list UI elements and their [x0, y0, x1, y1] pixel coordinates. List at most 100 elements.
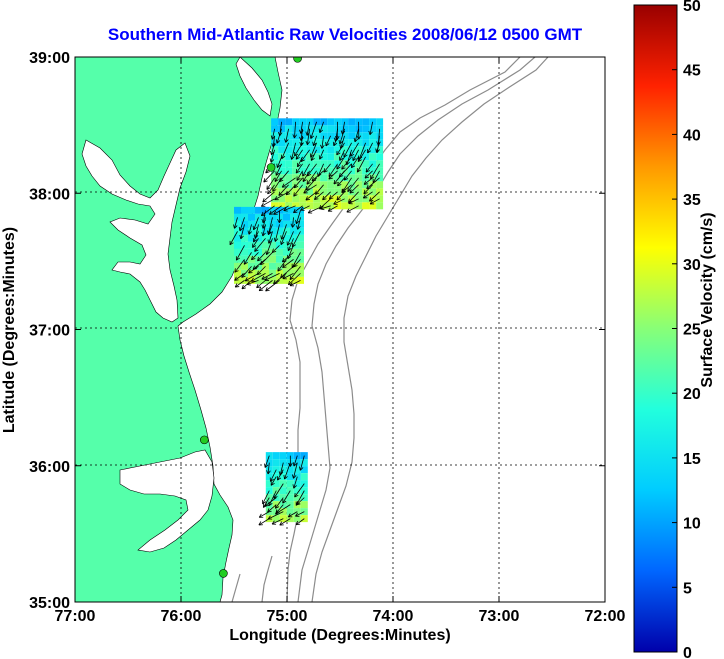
- velocity-arrow-head: [293, 485, 297, 489]
- velocity-arrow-head: [358, 159, 362, 162]
- velocity-arrow: [293, 455, 298, 467]
- velocity-arrow: [262, 210, 266, 223]
- velocity-arrow: [306, 121, 310, 136]
- velocity-arrow-head: [261, 232, 264, 237]
- colorbar-tick-label: 50: [683, 0, 701, 15]
- velocity-arrow-head: [280, 235, 282, 240]
- velocity-cell: [334, 153, 342, 161]
- velocity-arrow: [322, 191, 331, 201]
- velocity-arrow-head: [309, 134, 312, 139]
- velocity-arrow: [306, 170, 317, 185]
- velocity-arrow: [307, 205, 324, 214]
- velocity-arrow-head: [312, 141, 314, 146]
- velocity-arrow-head: [363, 192, 368, 195]
- velocity-arrow-head: [277, 164, 281, 168]
- velocity-cell: [265, 480, 273, 488]
- x-tick-label: 73:00: [479, 608, 520, 625]
- velocity-cell: [292, 146, 300, 154]
- velocity-cell: [276, 248, 283, 256]
- velocity-arrow: [258, 280, 273, 292]
- velocity-arrow-head: [306, 182, 311, 185]
- velocity-arrow: [279, 170, 289, 183]
- velocity-cell: [286, 494, 294, 502]
- velocity-arrow-head: [305, 140, 308, 145]
- velocity-arrow-head: [357, 169, 361, 173]
- station-marker: [293, 57, 302, 63]
- velocity-arrow-head: [283, 475, 285, 480]
- velocity-cell: [278, 181, 286, 189]
- velocity-arrow: [274, 191, 289, 201]
- velocity-arrow: [292, 231, 301, 248]
- velocity-arrow-head: [333, 200, 337, 205]
- velocity-arrow-head: [267, 239, 270, 244]
- velocity-cell: [376, 181, 384, 189]
- velocity-arrow: [354, 128, 359, 142]
- velocity-cell: [362, 195, 370, 203]
- velocity-cell: [299, 195, 307, 203]
- velocity-arrow: [248, 224, 252, 235]
- velocity-arrow-head: [258, 286, 262, 291]
- velocity-arrow: [357, 156, 366, 173]
- velocity-arrow-head: [278, 219, 282, 223]
- velocity-cell: [262, 241, 269, 249]
- velocity-cell: [265, 473, 273, 481]
- velocity-arrow-head: [251, 258, 256, 261]
- velocity-arrow-head: [317, 173, 322, 177]
- velocity-arrow: [267, 504, 277, 513]
- velocity-cell: [234, 241, 241, 249]
- velocity-arrow: [293, 259, 301, 268]
- velocity-arrow-head: [333, 182, 338, 185]
- velocity-arrow: [369, 121, 373, 135]
- velocity-cell: [327, 118, 335, 126]
- velocity-arrow: [328, 170, 338, 180]
- velocity-arrow-head: [346, 161, 350, 166]
- velocity-arrow: [270, 149, 275, 163]
- velocity-arrow-head: [365, 170, 370, 173]
- velocity-arrow-head: [356, 135, 360, 140]
- velocity-arrow-head: [239, 234, 242, 239]
- velocity-arrow-head: [319, 156, 324, 160]
- velocity-cell: [286, 466, 294, 474]
- velocity-cell: [355, 167, 363, 175]
- x-tick-label: 77:00: [55, 608, 96, 625]
- velocity-arrow-head: [306, 141, 311, 146]
- velocity-arrow-head: [275, 510, 278, 515]
- velocity-cell: [306, 153, 314, 161]
- velocity-arrow: [276, 156, 282, 168]
- velocity-arrow-head: [257, 273, 262, 276]
- velocity-arrow-head: [271, 520, 275, 525]
- y-tick-label: 36:00: [29, 459, 70, 476]
- velocity-arrow-head: [290, 223, 293, 228]
- velocity-cell: [248, 206, 255, 214]
- velocity-arrow-head: [257, 256, 259, 261]
- velocity-arrow-head: [293, 463, 298, 467]
- velocity-arrow-head: [271, 143, 274, 148]
- velocity-arrow-head: [276, 140, 281, 144]
- velocity-arrow-head: [336, 196, 339, 201]
- velocity-arrow: [295, 511, 305, 517]
- velocity-arrow-head: [329, 194, 332, 200]
- velocity-arrow-head: [247, 230, 250, 235]
- velocity-cell: [327, 125, 335, 133]
- velocity-cell: [306, 132, 314, 140]
- velocity-arrow-head: [314, 195, 317, 200]
- velocity-cell: [286, 480, 294, 488]
- velocity-arrow: [262, 217, 266, 229]
- velocity-arrow: [271, 128, 275, 140]
- velocity-arrow-head: [322, 198, 327, 201]
- velocity-arrow-head: [271, 248, 274, 253]
- velocity-arrow-head: [369, 199, 374, 202]
- velocity-arrow-head: [287, 256, 292, 260]
- velocity-arrow-head: [375, 148, 377, 153]
- velocity-arrow: [296, 497, 305, 506]
- colorbar-tick-label: 30: [683, 257, 701, 274]
- velocity-arrow: [376, 142, 380, 153]
- velocity-arrow-head: [273, 237, 276, 242]
- velocity-arrow-head: [300, 159, 305, 162]
- velocity-arrow: [357, 149, 366, 162]
- velocity-arrow: [239, 217, 245, 232]
- velocity-cell: [278, 139, 286, 147]
- velocity-cell: [300, 501, 308, 509]
- velocity-arrow-head: [341, 165, 343, 170]
- velocity-arrow: [234, 259, 245, 273]
